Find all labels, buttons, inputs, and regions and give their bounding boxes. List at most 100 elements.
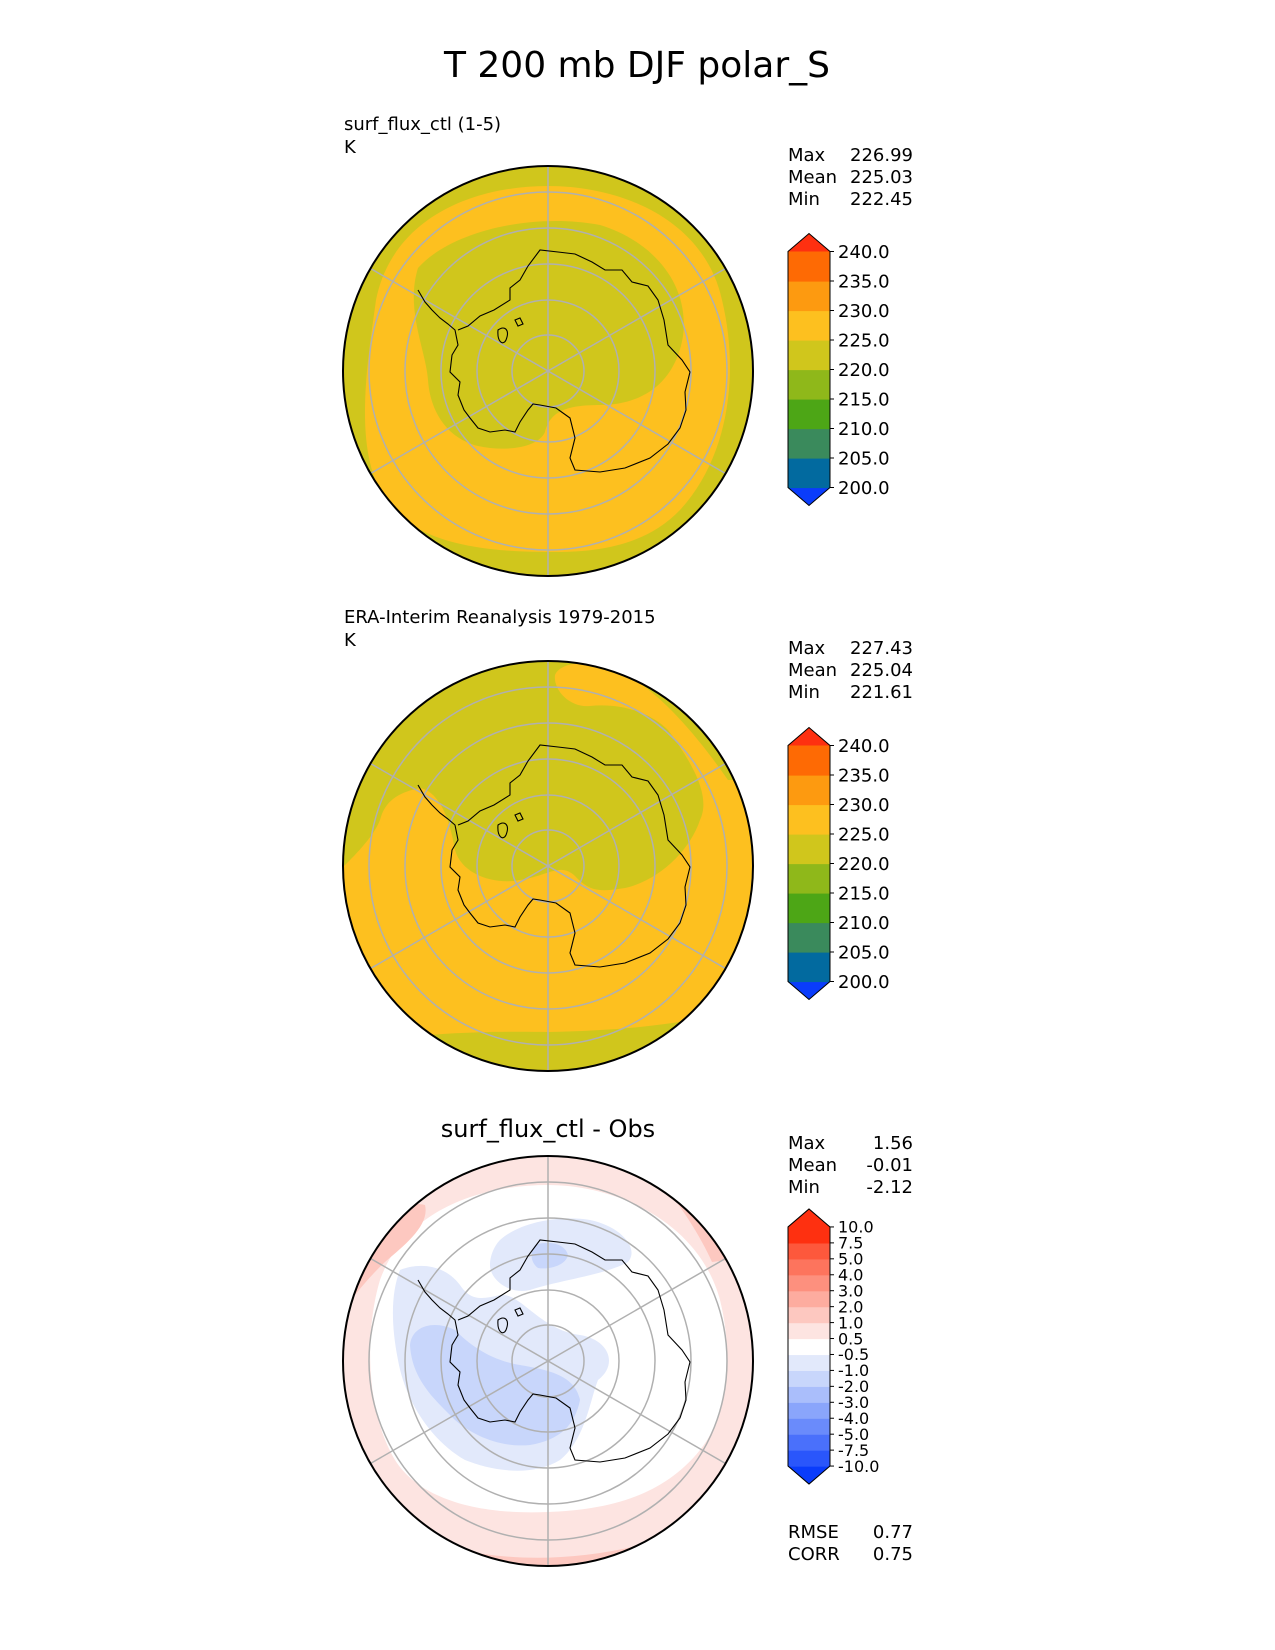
panel-diff-colorbar-tick-label: 4.0	[838, 1266, 863, 1285]
panel-diff-metrics: RMSE 0.77 CORR 0.75	[788, 1522, 913, 1565]
panel-diff-metric-corr-value: 0.75	[873, 1544, 913, 1565]
panel-diff-stats: Max 1.56 Mean -0.01 Min -2.12	[788, 1133, 913, 1198]
panel-diff-colorbar-tick-label: -4.0	[838, 1409, 869, 1428]
panel-model-colorbar: 200.0 205.0 210.0 215.0 220.0 225.0 230.0 235.0…	[787, 232, 890, 507]
panel-obs-colorbar-extend-min	[788, 981, 830, 1000]
panel-obs-colorbar-tick-label: 220.0	[838, 854, 890, 875]
panel-diff-colorbar-segment	[788, 1450, 830, 1467]
panel-diff-colorbar-segment	[788, 1258, 830, 1276]
panel-obs-colorbar-segment	[788, 804, 830, 835]
panel-model-label: surf_flux_ctl (1-5)	[344, 114, 501, 135]
figure-title: T 200 mb DJF polar_S	[443, 45, 830, 86]
panel-diff-colorbar-segment	[788, 1402, 830, 1419]
panel-diff-map	[343, 1156, 753, 1566]
panel-model-colorbar-tick-label: 230.0	[838, 301, 890, 322]
panel-diff-colorbar-tick-label: -1.0	[838, 1361, 869, 1380]
panel-diff-colorbar-tick-label: -2.0	[838, 1377, 869, 1396]
panel-diff-colorbar-tick-label: 2.0	[838, 1297, 863, 1316]
panel-obs-colorbar-tick-label: 215.0	[838, 883, 890, 904]
panel-model-stat-max-name: Max	[788, 145, 826, 166]
panel-diff-stat-min-value: -2.12	[866, 1177, 913, 1198]
panel-diff-colorbar-extend-min	[788, 1466, 830, 1485]
panel-model-colorbar-segment	[788, 399, 830, 430]
panel-diff-colorbar-tick-label: -5.0	[838, 1425, 869, 1444]
panel-diff-colorbar-extend-max	[788, 1208, 830, 1227]
panel-model-boundary	[342, 165, 754, 577]
panel-diff-colorbar-segment	[788, 1322, 830, 1340]
panel-obs-colorbar-segment	[788, 863, 830, 894]
panel-obs-colorbar-tick-label: 230.0	[838, 795, 890, 816]
panel-diff-colorbar-segment	[788, 1306, 830, 1324]
panel-model-stat-mean-name: Mean	[788, 167, 837, 188]
panel-obs-stats: Max 227.43 Mean 225.04 Min 221.61	[788, 638, 913, 703]
panel-diff: surf_flux_ctl - Obs	[342, 1115, 913, 1567]
panel-obs-colorbar-extend-max	[788, 727, 830, 746]
panel-model-colorbar-tick-label: 225.0	[838, 330, 890, 351]
panel-obs-units: K	[344, 630, 357, 651]
panel-obs-colorbar-tick-label: 205.0	[838, 942, 890, 963]
panel-model-colorbar-segment	[788, 458, 830, 489]
panel-diff-colorbar-segment	[788, 1434, 830, 1451]
panel-obs-colorbar-segment	[788, 893, 830, 924]
panel-diff-colorbar-tick-label: -7.5	[838, 1441, 869, 1460]
panel-model-colorbar-segment	[788, 340, 830, 371]
panel-diff-colorbar-segment	[788, 1242, 830, 1260]
panel-obs-colorbar-tick-label: 200.0	[838, 972, 890, 993]
panel-diff-field-pink-ring	[343, 1156, 753, 1566]
panel-diff-coastline	[417, 1239, 691, 1463]
panel-obs-colorbar-tick-label: 240.0	[838, 736, 890, 757]
panel-model-colorbar-tick-label: 215.0	[838, 389, 890, 410]
panel-model-colorbar-tick-label: 235.0	[838, 271, 890, 292]
panel-diff-colorbar-tick-label: 1.0	[838, 1313, 863, 1332]
panel-diff-colorbar-segment	[788, 1386, 830, 1403]
panel-obs-stat-min-name: Min	[788, 682, 820, 703]
panel-diff-colorbar-tick-label: -3.0	[838, 1393, 869, 1412]
panel-model-units: K	[344, 137, 357, 158]
panel-diff-colorbar-segment	[788, 1338, 830, 1356]
panel-diff-colorbar-tick-label: 0.5	[838, 1329, 863, 1348]
panel-obs-gridlines	[368, 661, 728, 1071]
panel-diff-colorbar: -10.0-7.5-5.0-4.0-3.0-2.0-1.0-0.50.51.02…	[787, 1208, 879, 1485]
panel-diff-colorbar-segment	[788, 1290, 830, 1308]
panel-diff-gridlines	[368, 1156, 728, 1566]
panel-model-colorbar-segment	[788, 251, 830, 282]
panel-model-coastline	[417, 249, 691, 473]
panel-model-colorbar-extend-min	[788, 487, 830, 506]
panel-model-stat-min-name: Min	[788, 189, 820, 210]
panel-diff-colorbar-segment	[788, 1226, 830, 1244]
panel-diff-metric-rmse-name: RMSE	[788, 1522, 839, 1543]
panel-model-gridlines	[368, 166, 728, 576]
panel-obs-field-warm	[343, 663, 753, 1071]
panel-obs-stat-mean-name: Mean	[788, 660, 837, 681]
panel-diff-boundary	[342, 1155, 754, 1567]
panel-diff-field-blue-north-mid	[531, 1242, 568, 1269]
panel-obs-stat-max-name: Max	[788, 638, 826, 659]
panel-diff-colorbar-segment	[788, 1418, 830, 1435]
panel-model-stats: Max 226.99 Mean 225.03 Min 222.45	[788, 145, 913, 210]
panel-diff-metric-rmse-value: 0.77	[873, 1522, 913, 1543]
panel-model-colorbar-tick-label: 240.0	[838, 242, 890, 263]
panel-obs: ERA-Interim Reanalysis 1979-2015 K Max 2…	[342, 607, 913, 1072]
panel-obs-colorbar-segment	[788, 952, 830, 983]
panel-model-colorbar-tick-label: 200.0	[838, 478, 890, 499]
panel-obs-map	[343, 661, 753, 1071]
panel-obs-boundary	[342, 660, 754, 1072]
panel-obs-colorbar: 200.0 205.0 210.0 215.0 220.0 225.0 230.0 235.0…	[787, 726, 890, 1001]
panel-model-colorbar-tick-label: 210.0	[838, 419, 890, 440]
panel-obs-colorbar-segment	[788, 834, 830, 865]
panel-diff-colorbar-segment	[788, 1370, 830, 1387]
panel-obs-colorbar-segment	[788, 745, 830, 776]
panel-obs-stat-mean-value: 225.04	[850, 660, 913, 681]
panel-diff-stat-max-name: Max	[788, 1133, 826, 1154]
panel-diff-stat-min-name: Min	[788, 1177, 820, 1198]
panel-diff-title: surf_flux_ctl - Obs	[441, 1115, 655, 1143]
panel-diff-stat-mean-name: Mean	[788, 1155, 837, 1176]
panel-obs-colorbar-tick-label: 235.0	[838, 765, 890, 786]
panel-diff-colorbar-tick-label: 10.0	[838, 1218, 874, 1237]
panel-diff-colorbar-tick-label: 5.0	[838, 1250, 863, 1269]
panel-model-colorbar-extend-max	[788, 233, 830, 252]
panel-diff-colorbar-tick-label: -10.0	[838, 1457, 879, 1476]
panel-diff-colorbar-segment	[788, 1354, 830, 1372]
panel-obs-coastline	[417, 744, 691, 968]
